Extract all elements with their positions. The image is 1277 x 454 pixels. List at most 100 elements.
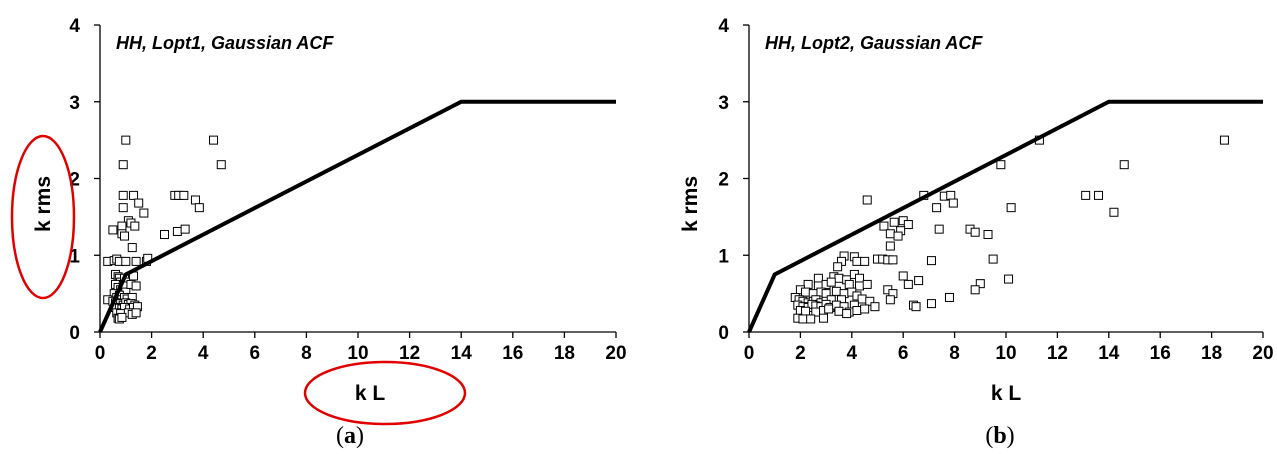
data-point bbox=[160, 230, 169, 240]
chart-title: HH, Lopt2, Gaussian ACF bbox=[765, 33, 983, 53]
data-point bbox=[852, 306, 862, 316]
data-point bbox=[813, 273, 823, 283]
data-point bbox=[914, 276, 924, 286]
data-point bbox=[127, 243, 137, 253]
x-axis-label: k L bbox=[355, 382, 386, 405]
x-tick-label: 14 bbox=[1098, 343, 1120, 364]
x-tick-label: 12 bbox=[1047, 343, 1068, 364]
chart-title: HH, Lopt1, Gaussian ACF bbox=[116, 33, 334, 53]
data-point bbox=[108, 225, 118, 235]
y-tick-label: 3 bbox=[69, 93, 80, 114]
data-point bbox=[1081, 190, 1091, 200]
data-point bbox=[988, 254, 998, 264]
data-point bbox=[946, 190, 956, 200]
data-point bbox=[131, 308, 141, 318]
x-tick-label: 18 bbox=[554, 343, 575, 364]
data-point bbox=[885, 241, 895, 251]
data-point bbox=[1109, 207, 1119, 217]
y-tick-label: 0 bbox=[69, 323, 80, 344]
data-point bbox=[803, 279, 813, 289]
x-tick-label: 4 bbox=[198, 343, 209, 364]
data-point bbox=[932, 203, 942, 213]
data-point bbox=[131, 256, 141, 266]
scatter-points bbox=[790, 135, 1229, 324]
data-point bbox=[806, 314, 816, 324]
data-point bbox=[120, 231, 130, 241]
data-point bbox=[1006, 203, 1016, 213]
x-tick-label: 16 bbox=[502, 343, 523, 364]
data-point bbox=[172, 226, 182, 236]
data-point bbox=[117, 221, 127, 231]
y-tick-marks bbox=[743, 24, 749, 333]
x-tick-labels: 0 2 4 6 8 10 12 14 16 18 20 bbox=[95, 343, 627, 364]
x-tick-label: 12 bbox=[399, 343, 420, 364]
x-tick-label: 10 bbox=[995, 343, 1016, 364]
data-point bbox=[831, 286, 841, 296]
caption-open: ( bbox=[336, 423, 344, 449]
data-point bbox=[885, 295, 895, 305]
data-point bbox=[1219, 135, 1229, 145]
data-point bbox=[798, 314, 808, 324]
y-tick-label: 4 bbox=[69, 16, 80, 37]
caption-letter: b bbox=[993, 423, 1006, 449]
panel-caption-b: (b) bbox=[985, 423, 1014, 449]
x-tick-label: 2 bbox=[795, 343, 806, 364]
data-point bbox=[860, 256, 870, 266]
x-tick-label: 10 bbox=[347, 343, 368, 364]
data-point bbox=[121, 135, 131, 145]
data-point bbox=[865, 296, 875, 306]
data-point bbox=[842, 309, 852, 319]
y-tick-marks bbox=[94, 24, 100, 333]
data-point bbox=[855, 281, 865, 291]
x-tick-label: 2 bbox=[146, 343, 157, 364]
boundary-line bbox=[747, 99, 1263, 333]
data-point bbox=[996, 160, 1006, 170]
y-tick-label: 2 bbox=[69, 170, 80, 191]
data-point bbox=[879, 221, 889, 231]
data-point bbox=[970, 285, 980, 295]
y-tick-labels: 0 1 2 3 4 bbox=[718, 16, 729, 344]
y-axis-label: k rms bbox=[32, 176, 55, 232]
data-point bbox=[209, 135, 219, 145]
data-point bbox=[826, 277, 836, 287]
data-point bbox=[844, 279, 854, 289]
x-tick-label: 14 bbox=[451, 343, 473, 364]
data-point bbox=[118, 190, 128, 200]
data-point bbox=[944, 292, 954, 302]
data-point bbox=[860, 304, 870, 314]
x-tick-label: 4 bbox=[847, 343, 858, 364]
data-point bbox=[131, 281, 141, 291]
y-tick-label: 0 bbox=[718, 323, 729, 344]
data-point bbox=[824, 304, 834, 314]
data-point bbox=[801, 287, 811, 297]
data-point bbox=[934, 224, 944, 234]
x-tick-label: 20 bbox=[1252, 343, 1273, 364]
data-point bbox=[903, 220, 913, 230]
data-point bbox=[819, 313, 829, 323]
data-point bbox=[862, 195, 872, 205]
y-axis-label: k rms bbox=[679, 176, 702, 232]
caption-letter: a bbox=[344, 423, 356, 449]
annotation-ellipse-x bbox=[303, 360, 467, 426]
data-point bbox=[130, 221, 140, 231]
data-point bbox=[801, 306, 811, 316]
data-point bbox=[180, 224, 190, 234]
data-point bbox=[926, 299, 936, 309]
caption-close: ) bbox=[356, 423, 364, 449]
y-tick-label: 4 bbox=[718, 16, 729, 37]
x-tick-label: 0 bbox=[744, 343, 755, 364]
caption-open: ( bbox=[985, 423, 993, 449]
data-point bbox=[852, 256, 862, 266]
data-point bbox=[129, 190, 139, 200]
x-tick-label: 6 bbox=[898, 343, 909, 364]
data-point bbox=[893, 231, 903, 241]
data-point bbox=[1004, 274, 1014, 284]
data-point bbox=[855, 273, 865, 283]
data-point bbox=[857, 294, 867, 304]
data-point bbox=[870, 302, 880, 312]
x-tick-label: 18 bbox=[1201, 343, 1222, 364]
